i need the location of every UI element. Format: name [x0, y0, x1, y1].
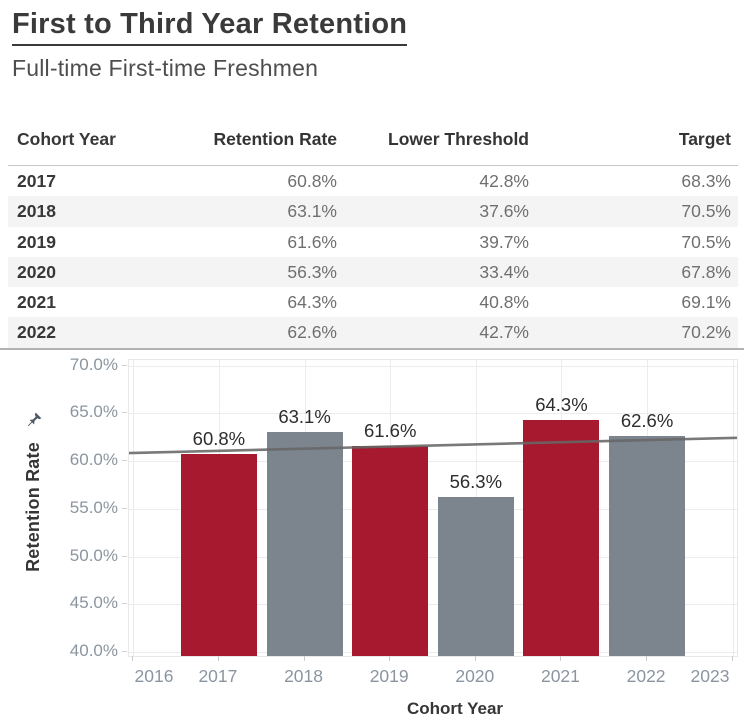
x-tick-label: 2020 — [455, 666, 495, 686]
target-cell: 70.5% — [681, 201, 731, 222]
y-tick-label: 60.0% — [69, 450, 118, 470]
x-tick-mark — [389, 656, 391, 661]
col-header-lower-threshold: Lower Threshold — [388, 129, 529, 149]
x-tick-mark — [217, 656, 219, 661]
bar-value-label: 56.3% — [449, 470, 503, 492]
bar-value-label: 61.6% — [363, 419, 417, 441]
pin-icon[interactable] — [26, 411, 43, 428]
x-tick-label: 2022 — [626, 666, 666, 686]
table-row[interactable]: 2017 60.8% 42.8% 68.3% — [8, 166, 738, 196]
year-cell: 2022 — [17, 322, 56, 343]
bar-value-label: 60.8% — [192, 427, 246, 449]
y-tick-label: 65.0% — [69, 402, 118, 422]
year-cell: 2020 — [17, 261, 56, 282]
retention-cell: 62.6% — [287, 322, 337, 343]
table-row[interactable]: 2021 64.3% 40.8% 69.1% — [8, 287, 738, 317]
x-tick-mark — [132, 656, 134, 661]
col-header-target: Target — [678, 129, 731, 149]
lower-threshold-cell: 33.4% — [479, 261, 529, 282]
target-cell: 70.2% — [681, 322, 731, 343]
dashboard-header: First to Third Year Retention Full-time … — [12, 8, 408, 82]
lower-threshold-cell: 42.7% — [479, 322, 529, 343]
table-row[interactable]: 2020 56.3% 33.4% 67.8% — [8, 256, 738, 288]
col-header-retention-rate: Retention Rate — [213, 129, 337, 149]
bar-2019[interactable] — [352, 445, 429, 656]
lower-threshold-cell: 40.8% — [479, 292, 529, 313]
lower-threshold-cell: 37.6% — [479, 201, 529, 222]
x-tick-label: 2021 — [540, 666, 580, 686]
bar-value-label: 63.1% — [278, 405, 331, 427]
bar-2020[interactable] — [437, 496, 514, 656]
plot-area: 60.8% 63.1% 61.6% 56.3% 64.3% 62.6% — [128, 359, 738, 657]
lower-threshold-cell: 39.7% — [479, 231, 529, 252]
bar-2018[interactable] — [266, 431, 343, 656]
y-tick-mark — [122, 507, 127, 509]
x-tick-label: 2019 — [369, 666, 409, 686]
x-tick-label: 2017 — [198, 666, 238, 686]
year-cell: 2019 — [17, 231, 56, 252]
retention-table: Cohort Year Retention Rate Lower Thresho… — [0, 124, 744, 348]
y-tick-label: 45.0% — [69, 593, 118, 613]
y-tick-mark — [122, 364, 127, 366]
bar-2021[interactable] — [523, 420, 600, 656]
y-tick-label: 70.0% — [69, 354, 118, 374]
h-gridline — [129, 652, 737, 654]
table-header-row: Cohort Year Retention Rate Lower Thresho… — [8, 124, 738, 165]
v-gridline — [732, 360, 734, 656]
y-tick-mark — [122, 555, 127, 557]
x-tick-label: 2016 — [134, 666, 174, 686]
lower-threshold-cell: 42.8% — [479, 171, 529, 191]
col-header-cohort-year: Cohort Year — [17, 129, 116, 149]
y-tick-mark — [122, 460, 127, 462]
x-tick-label: 2023 — [690, 666, 730, 686]
year-cell: 2017 — [17, 171, 56, 191]
h-gridline — [129, 508, 737, 510]
y-tick-label: 50.0% — [69, 545, 118, 565]
target-cell: 67.8% — [681, 261, 731, 282]
section-divider — [0, 348, 744, 350]
page-title: First to Third Year Retention — [12, 8, 408, 47]
retention-cell: 61.6% — [287, 231, 337, 252]
target-cell: 70.5% — [681, 231, 731, 252]
bar-2017[interactable] — [180, 453, 257, 656]
page-subtitle: Full-time First-time Freshmen — [12, 55, 319, 82]
x-tick-mark — [303, 656, 305, 661]
x-axis-title: Cohort Year — [406, 699, 504, 718]
table-row[interactable]: 2018 63.1% 37.6% 70.5% — [8, 196, 738, 227]
y-tick-mark — [122, 412, 127, 414]
y-tick-label: 55.0% — [69, 497, 118, 517]
x-tick-label: 2018 — [284, 666, 324, 686]
year-cell: 2021 — [17, 292, 56, 313]
bar-value-label: 64.3% — [535, 394, 588, 416]
bar-2022[interactable] — [609, 436, 686, 656]
h-gridline — [129, 604, 737, 606]
target-cell: 68.3% — [681, 171, 731, 191]
table-row[interactable]: 2019 61.6% 39.7% 70.5% — [8, 227, 738, 257]
table-body: 2017 60.8% 42.8% 68.3% 2018 63.1% 37.6% 70.5% 20… — [8, 165, 738, 348]
retention-cell: 56.3% — [287, 261, 337, 282]
h-gridline — [129, 365, 737, 367]
trend-line — [128, 436, 738, 455]
retention-cell: 60.8% — [287, 171, 337, 191]
retention-cell: 63.1% — [287, 201, 337, 222]
h-gridline — [129, 461, 737, 463]
x-tick-mark — [474, 656, 476, 661]
x-tick-mark — [560, 656, 562, 661]
v-gridline — [133, 360, 135, 656]
retention-cell: 64.3% — [287, 292, 337, 313]
y-tick-mark — [122, 651, 127, 653]
x-tick-mark — [731, 656, 733, 661]
h-gridline — [129, 556, 737, 558]
y-tick-label: 40.0% — [69, 641, 118, 661]
target-cell: 69.1% — [681, 292, 731, 313]
x-tick-mark — [646, 656, 648, 661]
year-cell: 2018 — [17, 201, 56, 222]
bar-value-label: 62.6% — [620, 410, 674, 432]
table-row[interactable]: 2022 62.6% 42.7% 70.2% — [8, 317, 738, 348]
y-tick-mark — [122, 603, 127, 605]
retention-bar-chart: Retention Rate 60.8% 63.1% 61.6% 56.3% 64.3%… — [0, 352, 744, 724]
h-gridline — [129, 413, 737, 415]
